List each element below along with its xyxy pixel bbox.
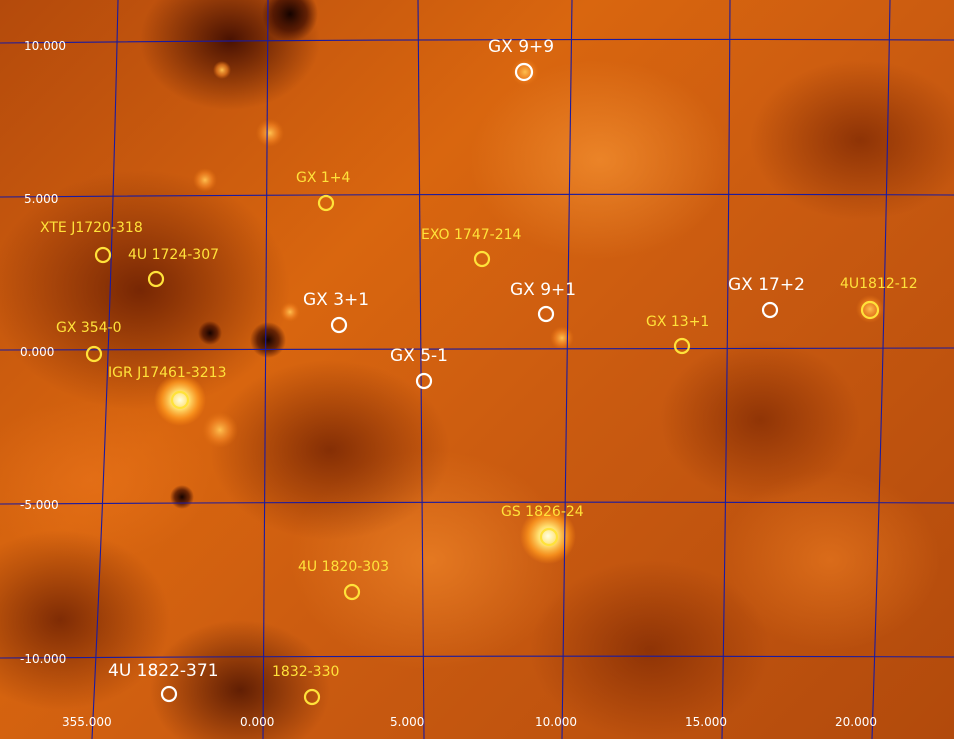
source-marker[interactable]: 4U 1724-307 <box>128 247 219 288</box>
source-circle <box>330 316 348 334</box>
x-axis-label: 355.000 <box>62 715 112 729</box>
source-label: XTE J1720-318 <box>40 220 143 236</box>
source-label: 4U1812-12 <box>840 276 918 292</box>
source-label: IGR J17461-3213 <box>108 365 227 381</box>
y-axis-label: 0.000 <box>20 345 54 359</box>
y-axis-labels: 10.000 5.000 0.000 -5.000 -10.000 <box>20 39 66 666</box>
source-label: GX 5-1 <box>390 346 448 366</box>
source-circle <box>94 246 112 264</box>
source-circle <box>415 372 433 390</box>
y-axis-label: -10.000 <box>20 652 66 666</box>
source-label: GX 354-0 <box>56 320 122 336</box>
source-marker[interactable]: 4U 1820-303 <box>298 559 389 601</box>
source-circle <box>303 688 321 706</box>
source-label: GX 17+2 <box>728 275 805 295</box>
source-label: GX 13+1 <box>646 314 709 330</box>
source-circle <box>317 194 335 212</box>
source-marker[interactable]: GX 17+2 <box>728 275 805 319</box>
source-label: EXO 1747-214 <box>421 227 522 243</box>
source-label: GX 9+9 <box>488 37 554 57</box>
source-circle <box>539 527 559 547</box>
x-axis-label: 20.000 <box>835 715 877 729</box>
source-circle <box>761 301 779 319</box>
y-axis-label: -5.000 <box>20 498 59 512</box>
source-label: GS 1826-24 <box>501 504 584 520</box>
source-circle <box>514 62 534 82</box>
source-marker[interactable]: GX 354-0 <box>56 320 122 363</box>
emission-blobs <box>154 0 884 564</box>
source-marker[interactable]: 1832-330 <box>272 664 339 706</box>
source-marker[interactable]: 4U1812-12 <box>840 276 918 320</box>
source-marker[interactable]: GS 1826-24 <box>501 504 584 547</box>
source-marker[interactable]: XTE J1720-318 <box>40 220 143 264</box>
y-axis-label: 5.000 <box>24 192 58 206</box>
source-label: GX 3+1 <box>303 290 369 310</box>
source-label: GX 9+1 <box>510 280 576 300</box>
source-label: GX 1+4 <box>296 170 351 186</box>
source-marker[interactable]: GX 3+1 <box>303 290 369 334</box>
source-circle <box>170 390 190 410</box>
source-marker[interactable]: EXO 1747-214 <box>421 227 522 268</box>
source-label: 4U 1820-303 <box>298 559 389 575</box>
source-marker[interactable]: GX 1+4 <box>296 170 351 212</box>
source-circle <box>343 583 361 601</box>
source-marker[interactable]: GX 5-1 <box>390 346 448 390</box>
source-marker[interactable]: GX 13+1 <box>646 314 709 355</box>
source-circle <box>147 270 165 288</box>
source-circle <box>673 337 691 355</box>
source-circle <box>537 305 555 323</box>
x-axis-label: 5.000 <box>390 715 424 729</box>
source-circle <box>85 345 103 363</box>
source-marker[interactable]: 4U 1822-371 <box>108 661 219 703</box>
source-marker[interactable]: IGR J17461-3213 <box>108 365 227 410</box>
source-circle <box>473 250 491 268</box>
source-circle <box>860 300 880 320</box>
source-label: 4U 1822-371 <box>108 661 219 681</box>
source-label: 4U 1724-307 <box>128 247 219 263</box>
source-label: 1832-330 <box>272 664 339 680</box>
source-markers: GX 9+9 GX 1+4 XTE J1720-318 4U 1724-307 … <box>40 37 918 706</box>
x-axis-label: 0.000 <box>240 715 274 729</box>
y-axis-label: 10.000 <box>24 39 66 53</box>
x-axis-labels: 355.000 0.000 5.000 10.000 15.000 20.000 <box>62 715 877 729</box>
x-axis-label: 10.000 <box>535 715 577 729</box>
source-circle <box>160 685 178 703</box>
x-axis-label: 15.000 <box>685 715 727 729</box>
source-marker[interactable]: GX 9+1 <box>510 280 576 323</box>
source-marker[interactable]: GX 9+9 <box>488 37 554 82</box>
